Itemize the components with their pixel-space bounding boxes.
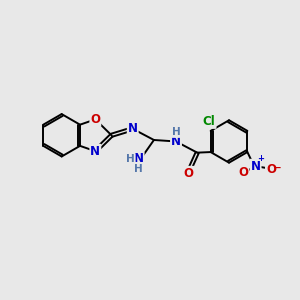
Text: O: O bbox=[238, 166, 248, 179]
Text: N: N bbox=[250, 160, 261, 173]
Text: −: − bbox=[273, 163, 282, 173]
Text: H: H bbox=[134, 164, 143, 174]
Text: N: N bbox=[128, 122, 138, 135]
Text: Cl: Cl bbox=[203, 115, 216, 128]
Text: N: N bbox=[90, 145, 100, 158]
Text: O: O bbox=[183, 167, 194, 180]
Text: O: O bbox=[266, 163, 276, 176]
Text: H: H bbox=[126, 154, 135, 164]
Text: +: + bbox=[257, 154, 264, 163]
Text: O: O bbox=[90, 113, 100, 126]
Text: N: N bbox=[134, 152, 144, 165]
Text: H: H bbox=[172, 127, 180, 137]
Text: N: N bbox=[171, 135, 181, 148]
